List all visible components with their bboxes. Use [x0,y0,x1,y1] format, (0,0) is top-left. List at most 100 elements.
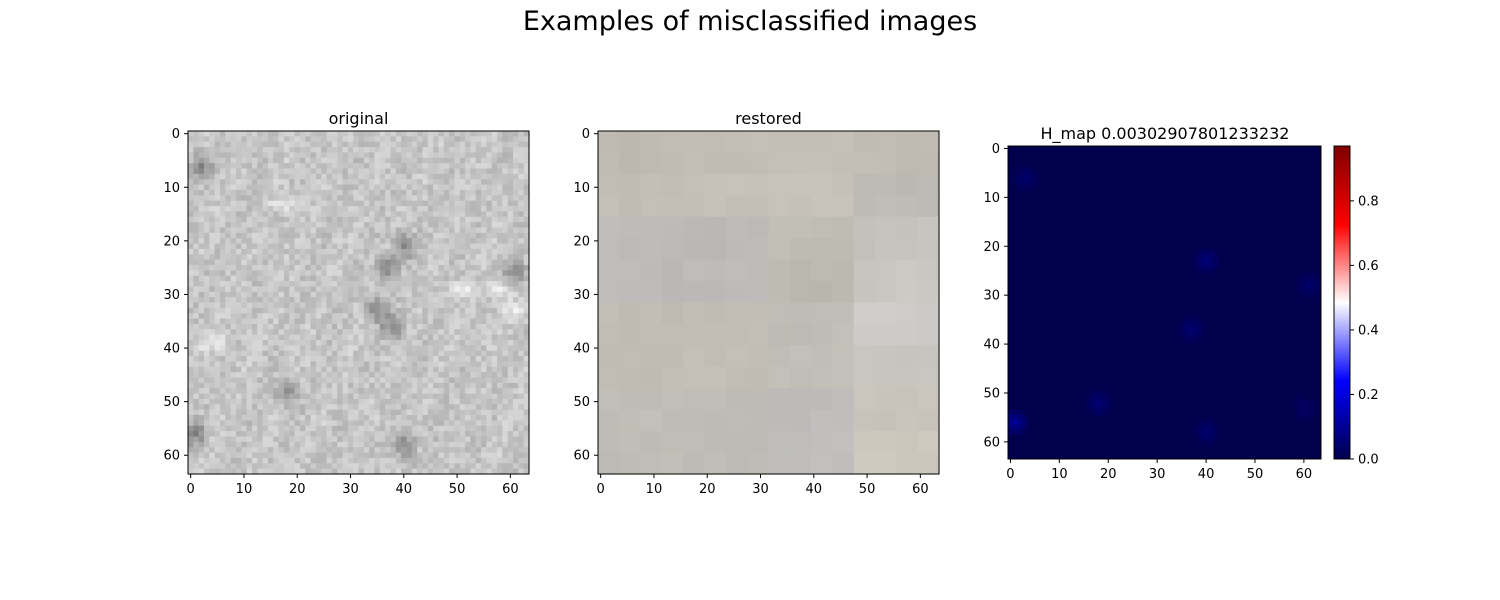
pixel [219,313,226,320]
pixel [417,441,424,448]
pixel [438,281,445,288]
pixel [385,222,392,229]
pixel [363,393,370,400]
pixel [465,173,471,180]
pixel-block [725,281,748,304]
pixel [342,259,349,266]
pixel [454,420,461,427]
pixel [417,248,424,255]
pixel [230,248,237,255]
pixel [198,404,205,411]
pixel [481,232,487,239]
pixel [214,141,221,148]
pixel [241,254,248,261]
pixel [337,211,344,218]
pixel [251,168,258,175]
pixel [470,457,477,464]
pixel [273,431,280,438]
pixel [486,157,493,164]
pixel [502,291,509,298]
pixel [427,356,434,363]
pixel [497,147,503,154]
pixel [203,232,210,239]
pixel [465,179,471,186]
pixel [214,227,221,234]
pixel [193,163,200,170]
pixel [230,131,237,137]
pixel [379,184,386,191]
pixel [331,248,338,255]
pixel [411,216,418,223]
pixel [337,340,344,346]
pixel [491,307,498,314]
pixel [198,168,205,175]
pixel [481,200,487,207]
pixel-block [853,238,876,261]
pixel [246,184,253,191]
pixel [497,222,503,229]
pixel [465,243,471,250]
pixel [225,222,232,229]
pixel [283,361,290,368]
pixel [358,345,365,352]
pixel [449,291,456,298]
pixel [310,179,317,186]
h-map-pixel [1198,248,1205,255]
pixel [193,179,200,186]
pixel [278,425,285,432]
pixel [406,356,413,363]
pixel [278,173,285,180]
pixel [395,264,402,271]
pixel [310,184,317,191]
pixel [401,291,408,298]
pixel [465,227,471,234]
pixel [454,179,461,186]
pixel [390,393,397,400]
pixel [507,409,514,416]
pixel [438,329,445,336]
pixel [523,254,530,261]
pixel-block [853,131,876,154]
pixel [209,334,216,341]
pixel [443,398,450,405]
pixel [481,264,487,271]
pixel [289,329,296,336]
pixel [241,436,248,443]
pixel [502,431,509,438]
pixel [331,409,338,416]
pixel [241,189,248,196]
pixel [507,248,514,255]
pixel [459,200,466,207]
pixel [326,286,333,293]
pixel [459,345,466,352]
pixel [353,222,360,229]
pixel [497,243,503,250]
pixel [188,291,194,298]
pixel [315,264,322,271]
pixel [411,318,418,325]
pixel [427,415,434,422]
pixel-block [598,131,620,154]
pixel-block [811,409,834,432]
pixel [193,318,200,325]
pixel [465,431,471,438]
pixel [395,131,402,137]
pixel [390,323,397,330]
pixel [427,436,434,443]
pixel [518,350,525,357]
pixel [209,168,216,175]
pixel [454,356,461,363]
pixel [321,216,328,223]
pixel [454,415,461,422]
pixel [411,147,418,154]
y-tick-label: 40 [163,342,180,357]
pixel [278,211,285,218]
pixel [385,163,392,170]
pixel [433,361,440,368]
pixel [390,291,397,298]
pixel [507,318,514,325]
h-map-pixel [1198,424,1205,431]
pixel [433,195,440,202]
pixel [214,281,221,288]
pixel-block [917,431,940,454]
